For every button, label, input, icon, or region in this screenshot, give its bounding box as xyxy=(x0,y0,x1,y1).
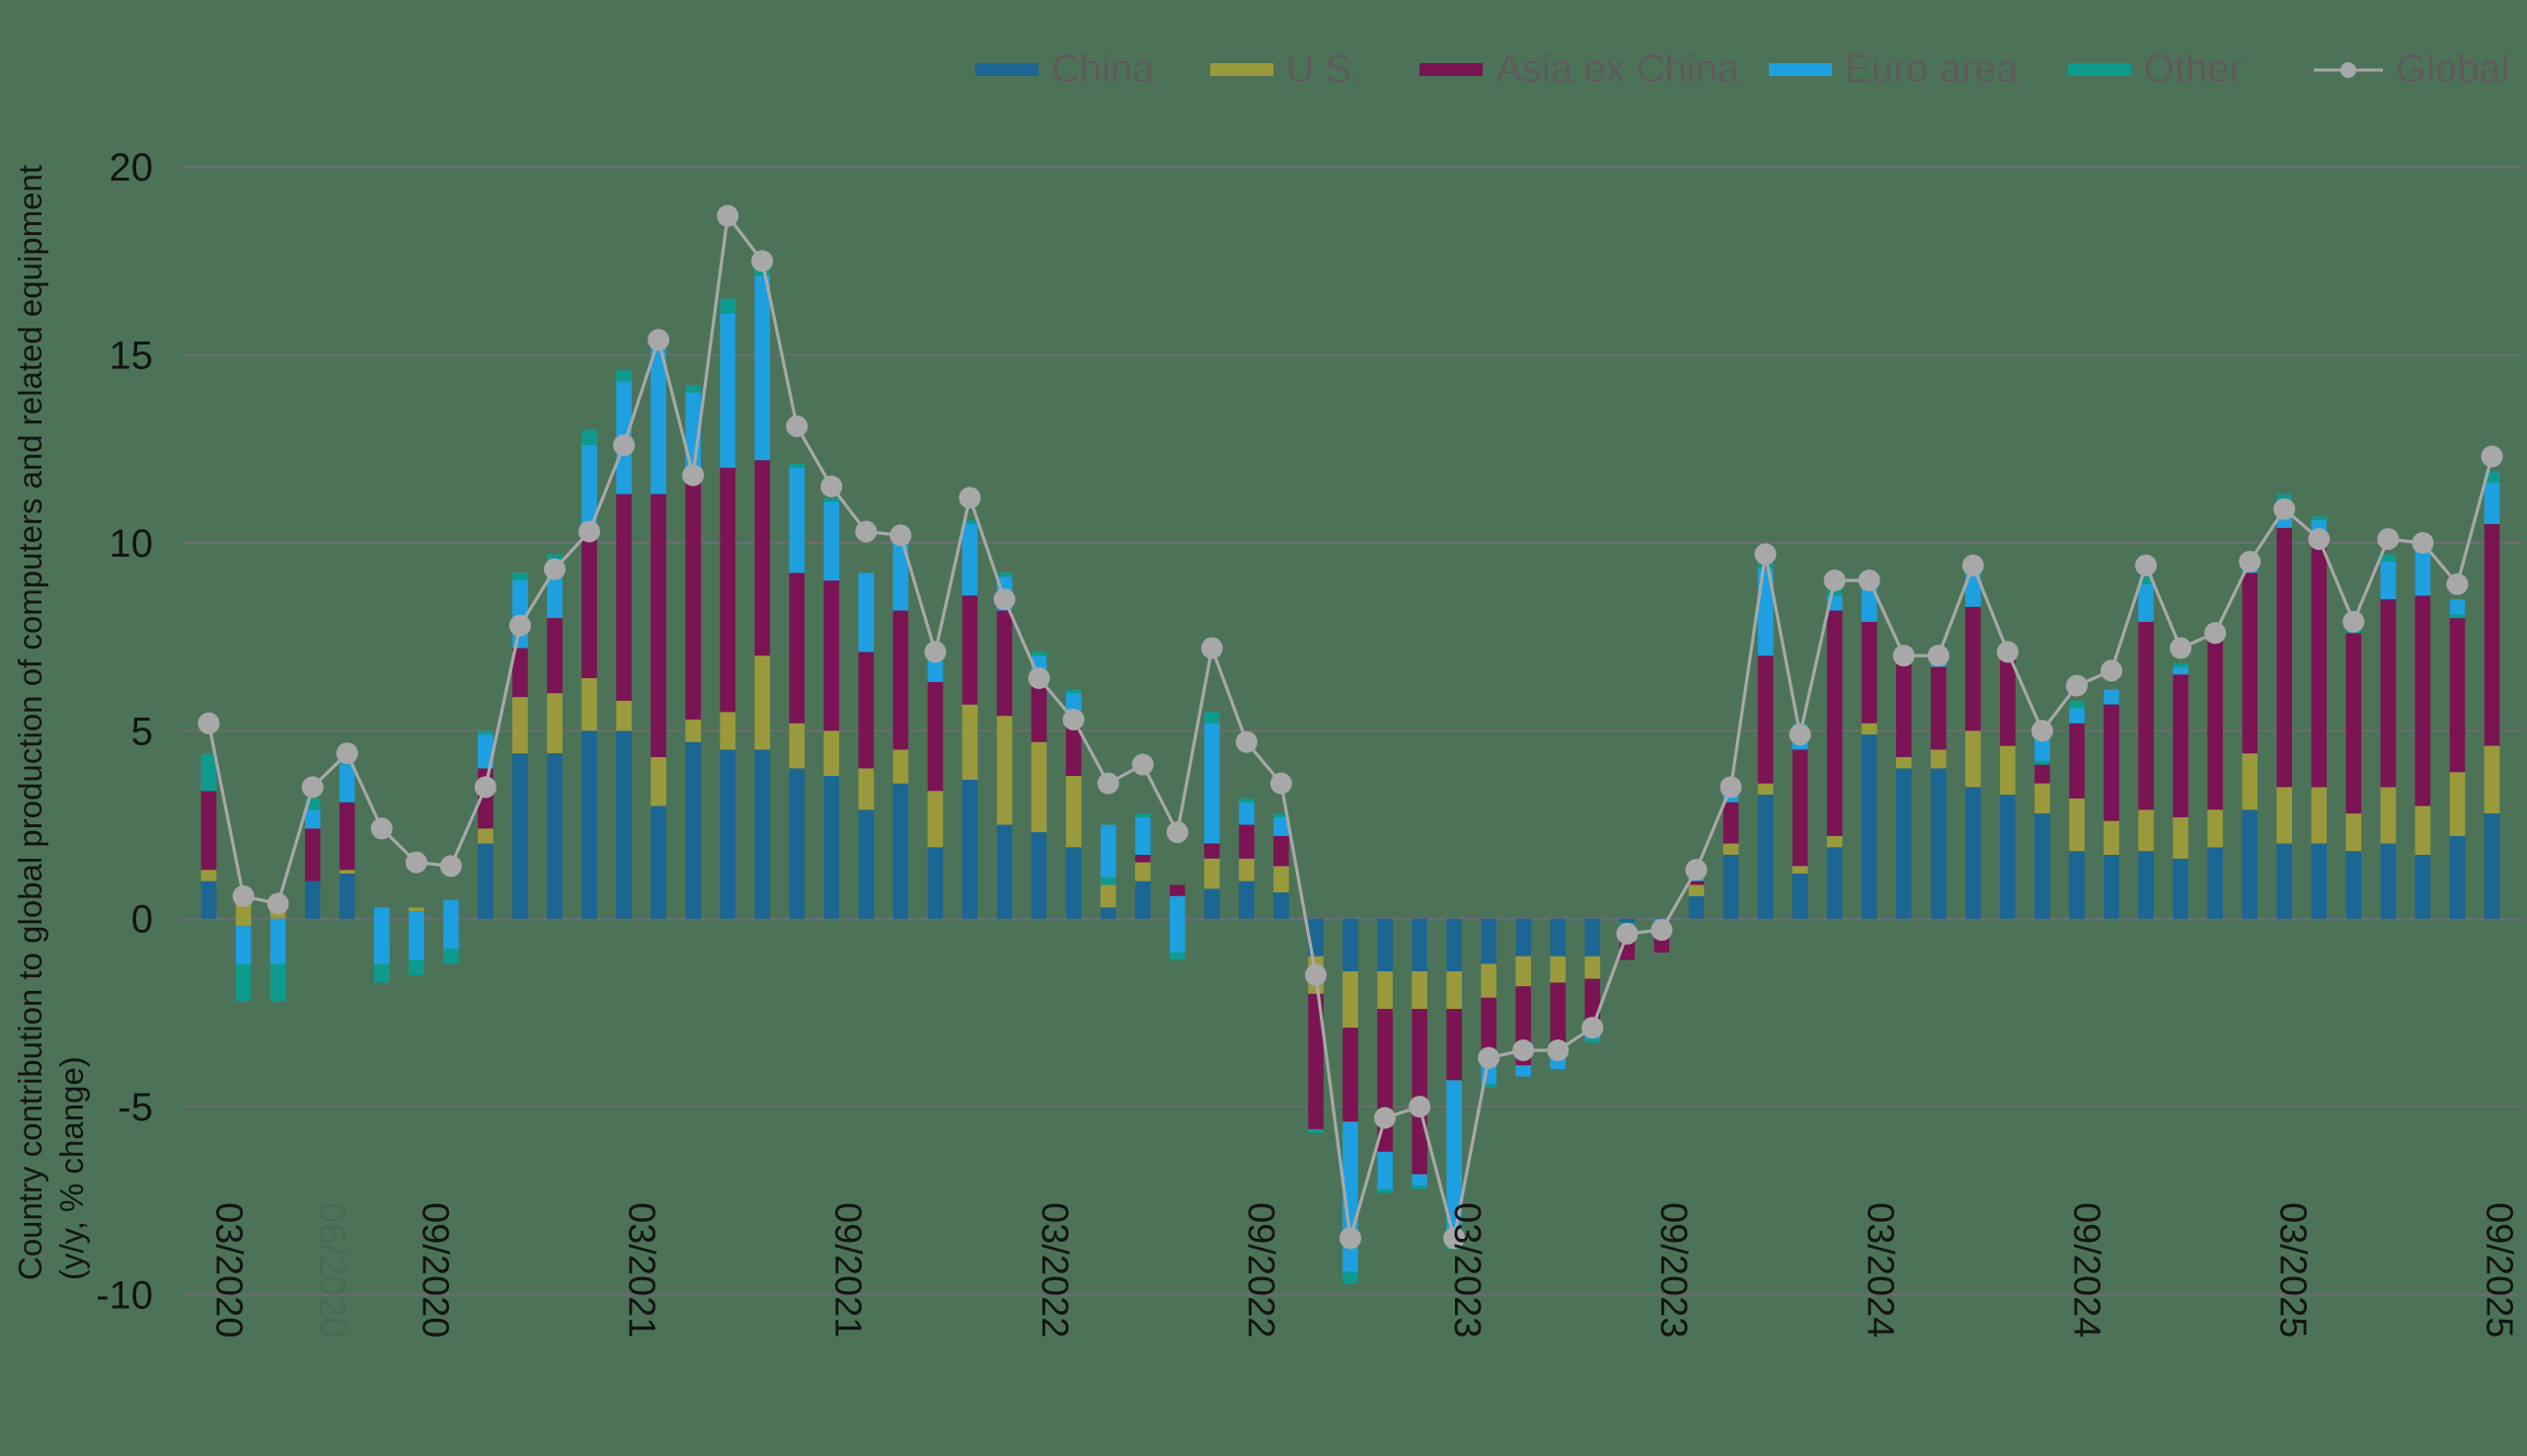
svg-text:09/2023: 09/2023 xyxy=(1652,1202,1694,1338)
svg-text:-5: -5 xyxy=(117,1086,153,1129)
svg-text:0: 0 xyxy=(131,898,153,942)
svg-text:03/2025: 03/2025 xyxy=(2272,1202,2314,1338)
svg-text:09/2024: 09/2024 xyxy=(2065,1202,2106,1338)
svg-text:09/2021: 09/2021 xyxy=(827,1202,869,1338)
svg-text:09/2020: 09/2020 xyxy=(415,1202,456,1338)
svg-text:03/2023: 03/2023 xyxy=(1446,1202,1488,1338)
svg-text:20: 20 xyxy=(110,146,154,190)
svg-text:09/2022: 09/2022 xyxy=(1240,1202,1281,1338)
svg-text:10: 10 xyxy=(110,522,154,566)
svg-text:09/2025: 09/2025 xyxy=(2479,1202,2520,1338)
svg-text:06/2020: 06/2020 xyxy=(311,1202,352,1338)
svg-text:-10: -10 xyxy=(96,1274,153,1318)
svg-text:03/2024: 03/2024 xyxy=(1859,1202,1900,1338)
svg-text:03/2021: 03/2021 xyxy=(621,1202,662,1338)
svg-text:15: 15 xyxy=(110,335,154,378)
svg-text:03/2020: 03/2020 xyxy=(207,1202,249,1338)
svg-text:03/2022: 03/2022 xyxy=(1034,1202,1075,1338)
svg-text:5: 5 xyxy=(131,710,153,753)
